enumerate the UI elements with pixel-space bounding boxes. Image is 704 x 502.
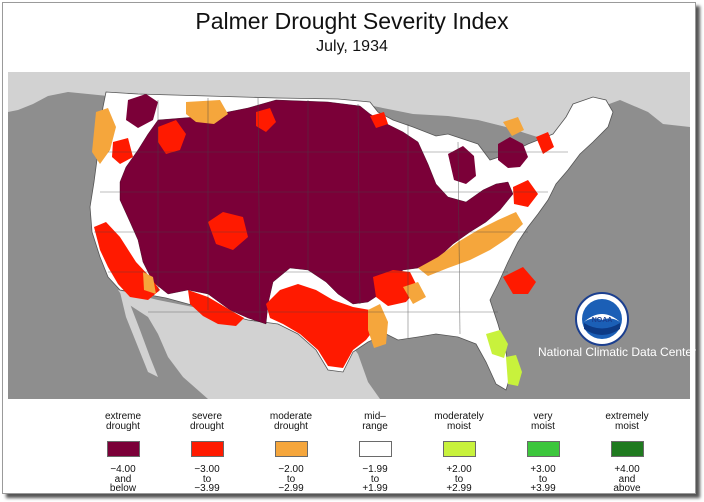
legend-swatch [358,441,392,457]
moderate-drought-upper [503,117,524,136]
legend-label-line2: moist [531,421,555,432]
legend-range-line2: to [370,473,380,485]
legend-swatch [190,441,224,457]
legend-swatch [610,441,644,457]
legend-label-line2: drought [274,421,308,432]
legend-swatch [442,441,476,457]
legend-item-severe-drought: severe drought −3.00 to −3.99 [159,412,255,494]
baja-peninsula [120,292,158,377]
severe-drought-north [256,108,276,132]
legend-range-line2: to [538,473,548,485]
noaa-logo-water [584,323,620,335]
legend-range-line2: and [618,473,636,485]
legend-range-line3: below [109,483,137,494]
moderate-drought-northwest-coast [92,108,116,164]
noaa-logo-text: NOAA [592,317,613,324]
legend-range-line2: to [286,473,296,485]
moderately-moist-georgia [486,330,508,358]
legend-range-line3: −3.99 [194,483,220,494]
moderate-drought-appalachia [418,212,523,276]
legend-label-line2: drought [190,421,224,432]
severe-drought-oregon [112,138,133,164]
legend-label-line1: moderately [434,411,484,422]
legend-label-line1: extremely [605,411,649,422]
severe-drought-colorado [208,212,248,250]
noaa-logo: NOAA [575,292,629,346]
legend-label-line2: range [362,421,388,432]
severe-drought-carolina [503,267,536,294]
extreme-drought-michigan [448,146,476,184]
map-title: Palmer Drought Severity Index [195,8,509,34]
mexico-land [118,290,380,399]
severe-drought-ozarks [373,270,418,306]
moderate-drought-arizona [143,272,156,294]
legend-item-moderate-drought: moderate drought −2.00 to −2.99 [243,412,339,494]
legend-range-line3: above [613,483,641,494]
severe-drought-southern-plains [266,284,376,368]
legend-range-line2: and [114,473,132,485]
noaa-logo-bird [584,314,620,322]
legend-label-line1: very [533,411,553,422]
legend-range-line3: +1.99 [362,483,388,494]
legend-swatch [274,441,308,457]
legend-item-very-moist: very moist +3.00 to +3.99 [495,412,591,494]
legend-item-extreme-drought: extreme drought −4.00 and below [75,412,171,494]
legend-item-moderately-moist: moderately moist +2.00 to +2.99 [411,412,507,494]
legend-label-line1: mid– [364,411,386,422]
state-boundaries [94,97,568,338]
legend-label-line1: extreme [104,411,142,422]
legend-label-line2: moist [615,421,639,432]
legend-label-line1: severe [191,411,222,422]
legend-range-line2: to [202,473,212,485]
legend-label-line2: drought [106,421,140,432]
legend-range-line3: −2.99 [278,483,304,494]
severe-drought-wisconsin [370,112,388,128]
legend-item-extremely-moist: extremely moist +4.00 and above [579,412,675,494]
map-subtitle: July, 1934 [316,38,388,55]
legend-swatch [526,441,560,457]
legend-range-line1: +4.00 [614,464,640,475]
legend-range-line1: −3.00 [194,464,220,475]
moderately-moist-florida [506,355,522,386]
legend-range-line3: +3.99 [530,483,556,494]
severe-drought-montana [158,120,186,154]
moderate-drought-idaho [186,100,228,124]
legend-label-line1: moderate [269,411,313,422]
legend-label-line2: moist [447,421,471,432]
legend-range-line2: to [454,473,464,485]
organization-label: National Climatic Data Center [538,345,697,359]
legend-range-line1: −4.00 [110,464,136,475]
legend-item-mid-range: mid– range −1.99 to +1.99 [327,412,423,494]
severe-drought-southwest [188,290,244,326]
severe-drought-mid-atlantic [513,180,538,207]
extreme-drought-northwest [126,94,158,128]
severe-drought-new-england [536,132,554,154]
extreme-drought-northeast [498,137,528,168]
legend-range-line1: +3.00 [530,464,556,475]
legend-swatch [106,441,140,457]
moderate-drought-kentucky [403,282,426,304]
legend-range-line3: +2.99 [446,483,472,494]
legend-range-line1: −2.00 [278,464,304,475]
moderate-drought-lower-mississippi [368,304,388,348]
legend-range-line1: −1.99 [362,464,388,475]
drought-map [8,72,690,399]
legend-range-line1: +2.00 [446,464,472,475]
